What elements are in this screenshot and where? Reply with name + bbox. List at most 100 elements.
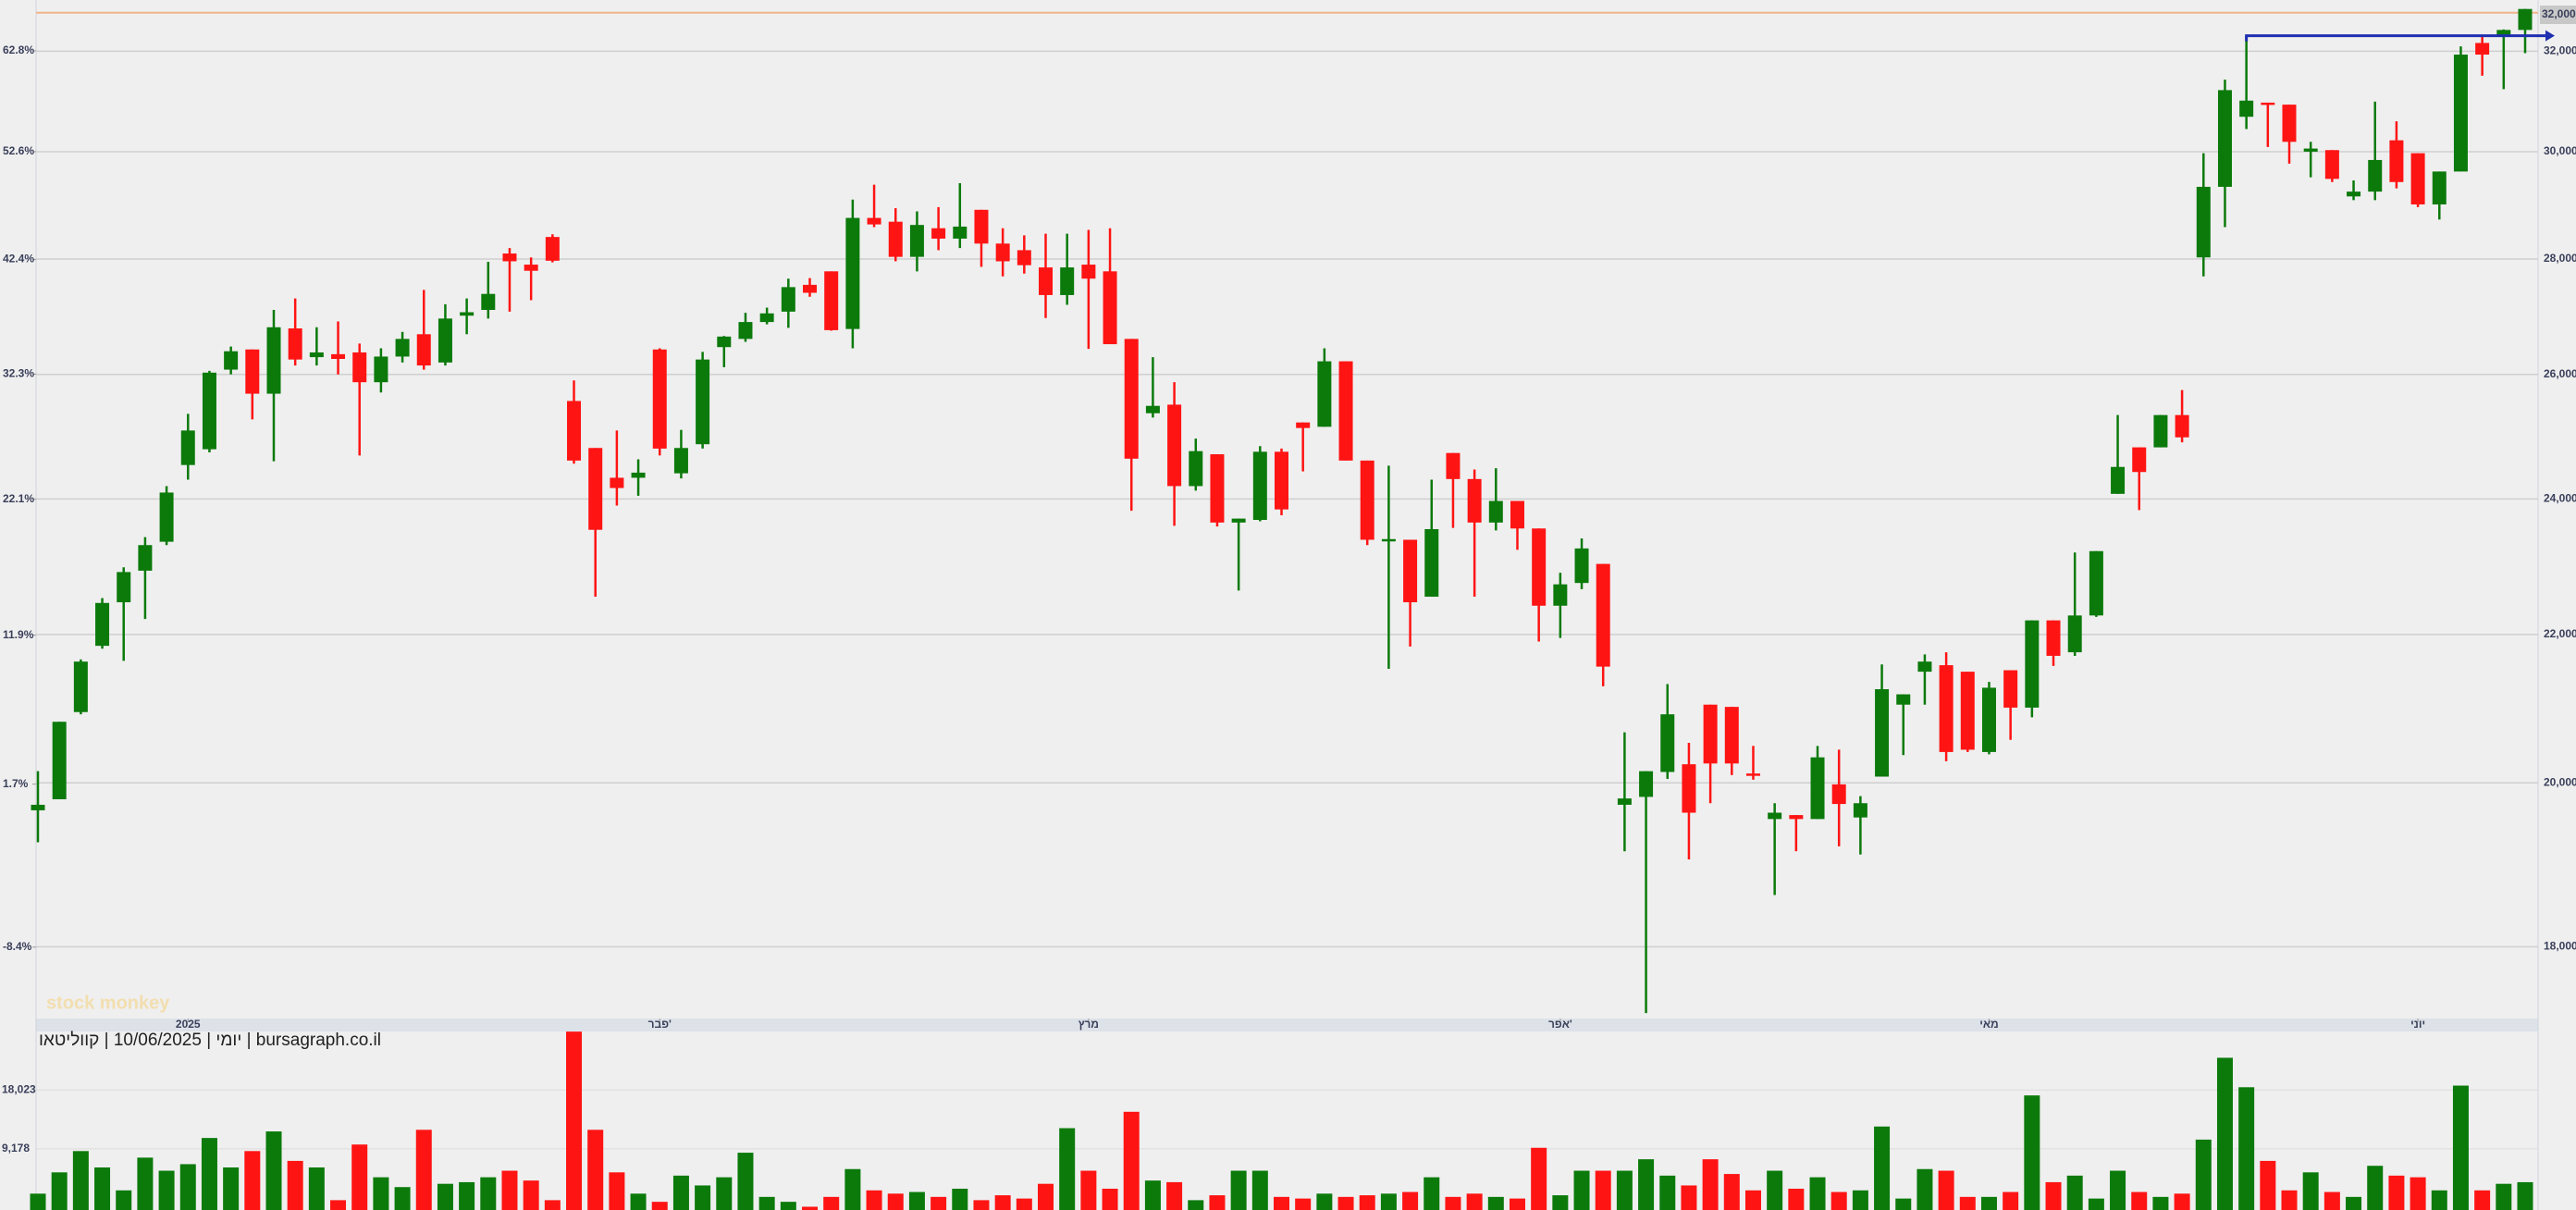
candle-body	[416, 334, 431, 366]
candle-body	[995, 243, 1010, 262]
candle-body	[824, 271, 839, 330]
volume-bar	[1659, 1175, 1676, 1210]
volume-bar	[1681, 1185, 1697, 1210]
volume-bar	[2045, 1181, 2062, 1210]
candle-body	[974, 209, 989, 244]
volume-bar	[1809, 1177, 1826, 1210]
candle-body	[1810, 757, 1825, 820]
candle-body	[1124, 339, 1139, 459]
volume-bar	[2152, 1196, 2169, 1210]
volume-bar	[1144, 1180, 1161, 1210]
last-price-label: 32,000	[2542, 7, 2576, 20]
candle-body	[288, 328, 302, 360]
candle-body	[1853, 803, 1867, 818]
volume-bar	[780, 1202, 796, 1210]
volume-bar	[1424, 1177, 1440, 1210]
volume-bar	[1123, 1111, 1140, 1210]
candle-body	[631, 472, 646, 478]
y-tick-label: 26,000	[2544, 367, 2576, 380]
candle-body	[545, 237, 560, 261]
y-tick-label: 32,000	[2544, 44, 2576, 57]
volume-bar	[1552, 1195, 1569, 1210]
volume-bar	[2431, 1190, 2447, 1210]
volume-bar	[308, 1167, 325, 1210]
candle-body	[1317, 361, 1332, 427]
candle-body	[1252, 451, 1267, 521]
volume-bar	[2024, 1095, 2040, 1210]
volume-bar	[2323, 1191, 2340, 1210]
candle-body	[567, 401, 582, 461]
volume-bar	[2388, 1175, 2405, 1210]
candle-body	[180, 430, 195, 465]
x-tick-label: מרץ	[1078, 1018, 1099, 1031]
candle-body	[95, 602, 110, 647]
candle-body	[2153, 414, 2168, 448]
volume-bar	[1573, 1170, 1590, 1210]
y-tick-label: 18,000	[2544, 940, 2576, 953]
volume-bar	[523, 1180, 539, 1210]
volume-bar	[651, 1202, 668, 1210]
candle-body	[953, 226, 968, 239]
volume-bar	[2088, 1198, 2104, 1210]
volume-bar	[1380, 1193, 1397, 1210]
y2-tick-label: 32.3%	[3, 367, 34, 380]
volume-bar	[1359, 1195, 1375, 1210]
candle-body	[374, 356, 388, 383]
volume-bar	[609, 1172, 625, 1210]
candle-body	[1574, 548, 1589, 584]
candle-body	[1275, 451, 1288, 510]
candle-body	[1875, 689, 1890, 777]
volume-bar	[1959, 1196, 1976, 1210]
candle-body	[524, 265, 538, 271]
candle-body	[481, 293, 496, 311]
volume-bar	[1531, 1147, 1547, 1210]
volume-bar	[823, 1196, 840, 1210]
y2-tick-label: 52.6%	[3, 144, 34, 157]
volume-bar	[737, 1153, 754, 1210]
candle-body	[2347, 191, 2361, 197]
volume-tick-label: 9,178	[2, 1142, 30, 1154]
candle-body	[2217, 90, 2232, 187]
candle-body	[717, 336, 732, 348]
volume-bar	[887, 1193, 904, 1210]
candle-body	[2132, 447, 2147, 473]
candle-body	[610, 477, 624, 488]
candle-body	[673, 448, 688, 474]
candle-body	[1939, 665, 1954, 752]
candle-body	[2303, 148, 2318, 152]
candle-body	[1039, 267, 1054, 295]
volume-bar	[1445, 1196, 1461, 1210]
volume-bar	[1616, 1170, 1633, 1210]
candle-body	[1338, 361, 1353, 461]
candle-body	[1103, 271, 1117, 345]
candle-body	[1831, 784, 1846, 805]
candle-body	[759, 313, 774, 323]
watermark: stock monkey	[46, 993, 170, 1013]
volume-bar	[287, 1160, 303, 1210]
volume-bar	[695, 1185, 711, 1210]
volume-bar	[394, 1187, 411, 1210]
volume-bar	[2496, 1183, 2512, 1210]
candle-body	[845, 217, 860, 329]
candle-body	[867, 217, 881, 225]
volume-bar	[30, 1193, 46, 1210]
volume-bar	[330, 1200, 347, 1210]
candle-body	[1682, 764, 1696, 813]
candle-body	[1553, 584, 1568, 606]
candle-body	[31, 804, 45, 810]
volume-bar	[908, 1191, 925, 1210]
volume-bar	[1767, 1170, 1783, 1210]
volume-bar	[1723, 1174, 1740, 1210]
candle-body	[331, 353, 346, 360]
volume-bar	[1830, 1191, 1847, 1210]
volume-bar	[2238, 1087, 2255, 1210]
candle-body	[931, 228, 946, 239]
candle-body	[1596, 563, 1610, 667]
volume-bar	[672, 1175, 689, 1210]
candle-body	[2368, 159, 2383, 192]
candle-body	[438, 318, 452, 363]
candle-body	[1917, 661, 1932, 673]
candle-body	[502, 253, 517, 262]
volume-bar	[158, 1170, 175, 1210]
